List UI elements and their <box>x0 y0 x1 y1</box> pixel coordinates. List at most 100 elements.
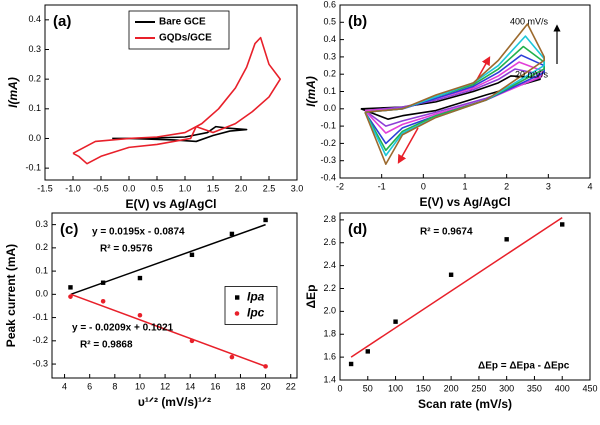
point <box>348 361 354 367</box>
point <box>100 280 106 285</box>
point <box>137 275 143 281</box>
x-tick-label: 2.0 <box>235 183 248 193</box>
x-tick-label: 10 <box>135 381 145 391</box>
y-tick-label: -0.1 <box>320 120 336 130</box>
x-tick-label: 4 <box>587 181 592 191</box>
y-axis-title: I(mA) <box>6 77 20 108</box>
x-tick-label: 6 <box>87 381 92 391</box>
x-axis-title: υ¹ᐟ² (mV/s)¹ᐟ² <box>138 395 211 409</box>
panel-label: (a) <box>53 13 71 30</box>
y-tick-label: 0.1 <box>28 103 41 113</box>
x-tick-label: 20 <box>261 381 271 391</box>
x-tick-label: 100 <box>388 383 403 393</box>
x-tick-label: 300 <box>499 383 514 393</box>
x-tick-label: 350 <box>527 383 542 393</box>
legend-swatch <box>235 295 240 300</box>
y-tick-label: -0.2 <box>32 335 48 345</box>
x-tick-label: 3 <box>546 181 551 191</box>
x-axis-title: Scan rate (mV/s) <box>418 397 512 411</box>
point <box>560 222 565 227</box>
legend-label: GQDs/GCE <box>159 33 212 44</box>
panel-label: (b) <box>348 13 367 30</box>
point <box>263 364 268 369</box>
x-tick-label: 200 <box>444 383 459 393</box>
annotation: 400 mV/s <box>510 16 549 26</box>
panel-label: (c) <box>60 221 78 238</box>
y-tick-label: -0.2 <box>320 138 336 148</box>
point <box>189 338 195 344</box>
plot-frame <box>339 212 591 381</box>
point <box>68 285 73 290</box>
cv-curve <box>364 45 545 152</box>
point <box>229 231 235 237</box>
x-tick-label: -1.5 <box>37 183 53 193</box>
annotation: R² = 0.9674 <box>420 227 473 238</box>
point <box>448 272 454 277</box>
y-tick-label: 2.6 <box>323 237 336 247</box>
y-tick-label: -0.1 <box>25 163 41 173</box>
annotation: y = - 0.0209x + 0.1021 <box>72 323 174 334</box>
y-tick-label: 1.8 <box>323 329 336 339</box>
y-tick-label: 0.1 <box>35 265 48 275</box>
plot-frame <box>51 212 298 379</box>
y-tick-label: 0.3 <box>28 44 41 54</box>
x-tick-label: 1 <box>462 181 467 191</box>
x-tick-label: 16 <box>210 381 220 391</box>
y-tick-label: 2.4 <box>323 260 336 270</box>
point <box>365 349 370 354</box>
y-tick-label: 0.2 <box>28 74 41 84</box>
x-tick-label: 2 <box>504 181 509 191</box>
arrow <box>397 127 419 164</box>
x-tick-label: -0.5 <box>93 183 109 193</box>
legend-label: Ipa <box>247 290 265 304</box>
x-tick-label: 0 <box>421 181 426 191</box>
y-tick-label: 0.2 <box>323 69 336 79</box>
x-tick-label: 0.0 <box>123 183 136 193</box>
point <box>189 252 195 258</box>
x-tick-label: 12 <box>160 381 170 391</box>
y-tick-label: 0.3 <box>35 219 48 229</box>
x-axis-title: E(V) vs Ag/AgCl <box>126 197 217 211</box>
x-tick-label: 2.5 <box>263 183 276 193</box>
annotation: R² = 0.9576 <box>100 244 153 255</box>
y-tick-label: 2.8 <box>323 214 336 224</box>
y-tick-label: -0.1 <box>32 312 48 322</box>
legend-label: Ipc <box>247 306 265 320</box>
x-tick-label: 3.0 <box>291 183 304 193</box>
y-tick-label: 0.3 <box>323 51 336 61</box>
y-tick-label: -0.3 <box>320 155 336 165</box>
y-tick-label: -0.3 <box>32 358 48 368</box>
y-tick-label: 2.2 <box>323 283 336 293</box>
x-tick-label: 18 <box>235 381 245 391</box>
y-tick-label: 0.0 <box>35 289 48 299</box>
legend-swatch <box>234 311 240 316</box>
y-tick-label: 1.6 <box>323 351 336 361</box>
x-axis-title: E(V) vs Ag/AgCl <box>420 195 511 209</box>
annotation: ΔEp = ΔEpa - ΔEpc <box>478 361 570 372</box>
x-tick-label: 1.0 <box>179 183 192 193</box>
y-axis-title: ΔEp <box>304 285 318 309</box>
x-tick-label: -2 <box>336 181 344 191</box>
y-tick-label: 0.6 <box>323 0 336 9</box>
point <box>137 312 143 318</box>
y-tick-label: -0.4 <box>320 172 336 182</box>
x-tick-label: 14 <box>185 381 195 391</box>
x-tick-label: 50 <box>363 383 373 393</box>
point <box>393 319 398 324</box>
x-tick-label: -1 <box>378 181 386 191</box>
annotation: y = 0.0195x - 0.0874 <box>92 227 185 238</box>
x-tick-label: 4 <box>62 381 67 391</box>
x-tick-label: 8 <box>112 381 117 391</box>
y-tick-label: 0.2 <box>35 242 48 252</box>
point <box>263 217 268 223</box>
point <box>504 237 509 242</box>
x-tick-label: 0 <box>337 383 342 393</box>
point <box>100 299 106 304</box>
x-tick-label: 250 <box>471 383 486 393</box>
annotation: R² = 0.9868 <box>80 340 133 351</box>
y-axis-title: I(mA) <box>304 76 318 107</box>
y-tick-label: 0.0 <box>323 103 336 113</box>
legend-box <box>224 286 278 325</box>
legend-label: Bare GCE <box>159 17 206 28</box>
